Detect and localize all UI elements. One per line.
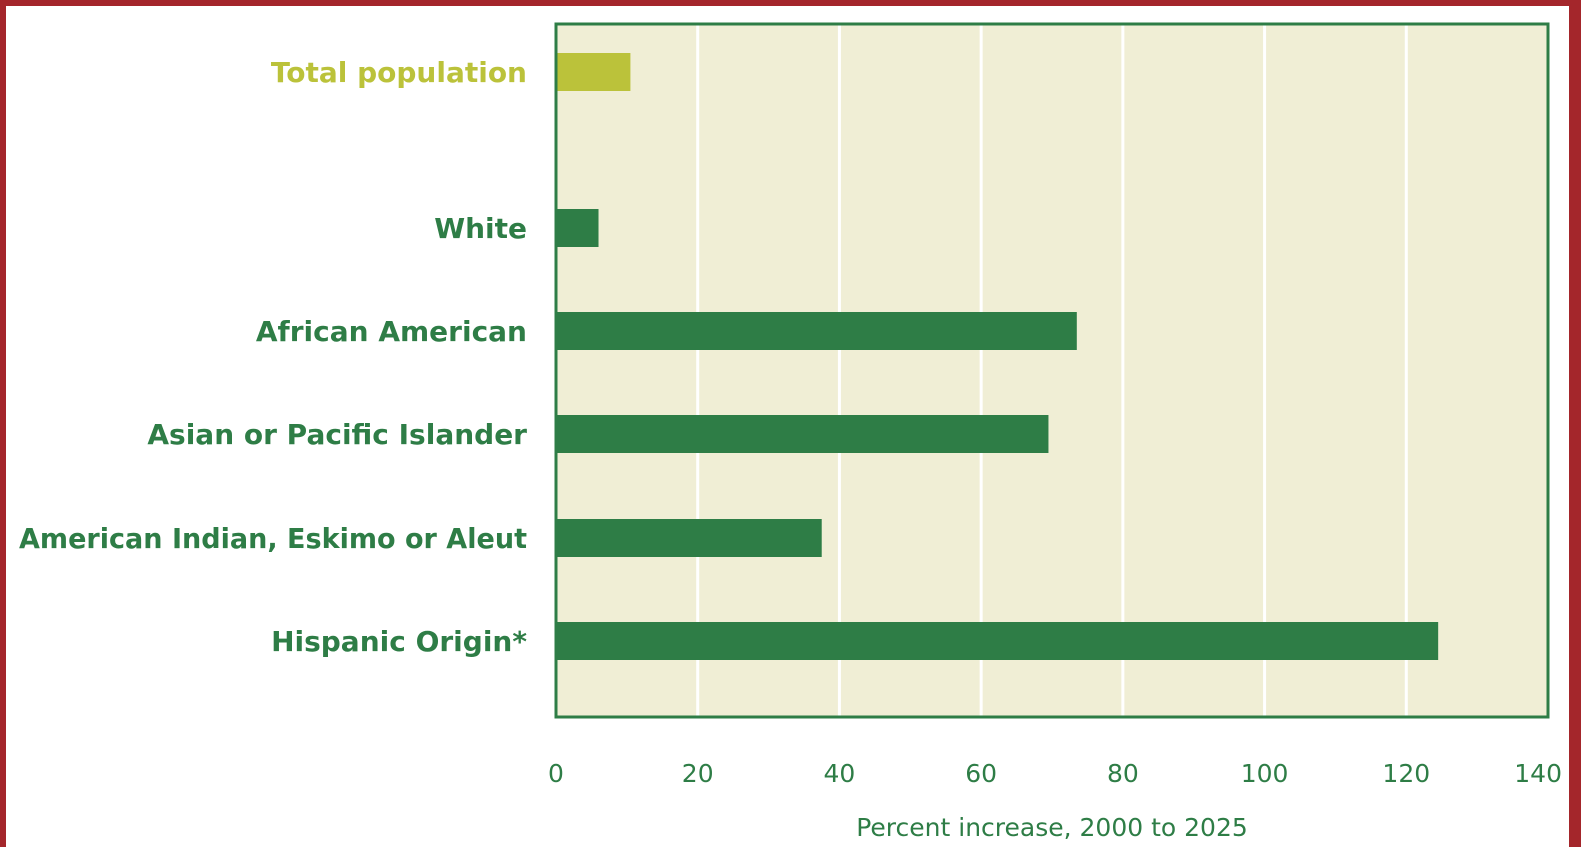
bar-0 [556, 53, 631, 91]
category-label-4: American Indian, Eskimo or Aleut [19, 522, 527, 555]
x-tick-label-140: 140 [1514, 759, 1562, 788]
x-axis-title: Percent increase, 2000 to 2025 [856, 813, 1248, 842]
bar-3 [556, 415, 1049, 453]
plot-area [556, 24, 1548, 717]
x-tick-label-80: 80 [1107, 759, 1139, 788]
x-tick-label-0: 0 [548, 759, 564, 788]
category-label-3: Asian or Pacific Islander [147, 418, 527, 451]
x-tick-label-60: 60 [965, 759, 997, 788]
gridlines [696, 24, 1408, 717]
x-tick-labels: 0 20 40 60 80 100 120 140 [548, 759, 1562, 788]
bar-4 [556, 519, 822, 557]
category-labels: Total population White African American Asi… [19, 56, 527, 658]
x-tick-label-120: 120 [1382, 759, 1430, 788]
category-label-5: Hispanic Origin* [271, 625, 527, 658]
x-tick-label-40: 40 [824, 759, 856, 788]
plot-border [554, 22, 1550, 719]
bar-5 [556, 622, 1439, 660]
bars [556, 53, 1439, 660]
category-label-1: White [434, 212, 527, 245]
bar-1 [556, 209, 599, 247]
category-label-2: African American [256, 315, 527, 348]
bar-2 [556, 312, 1077, 350]
x-tick-label-100: 100 [1241, 759, 1289, 788]
category-label-0: Total population [271, 56, 527, 89]
x-tick-label-20: 20 [682, 759, 714, 788]
